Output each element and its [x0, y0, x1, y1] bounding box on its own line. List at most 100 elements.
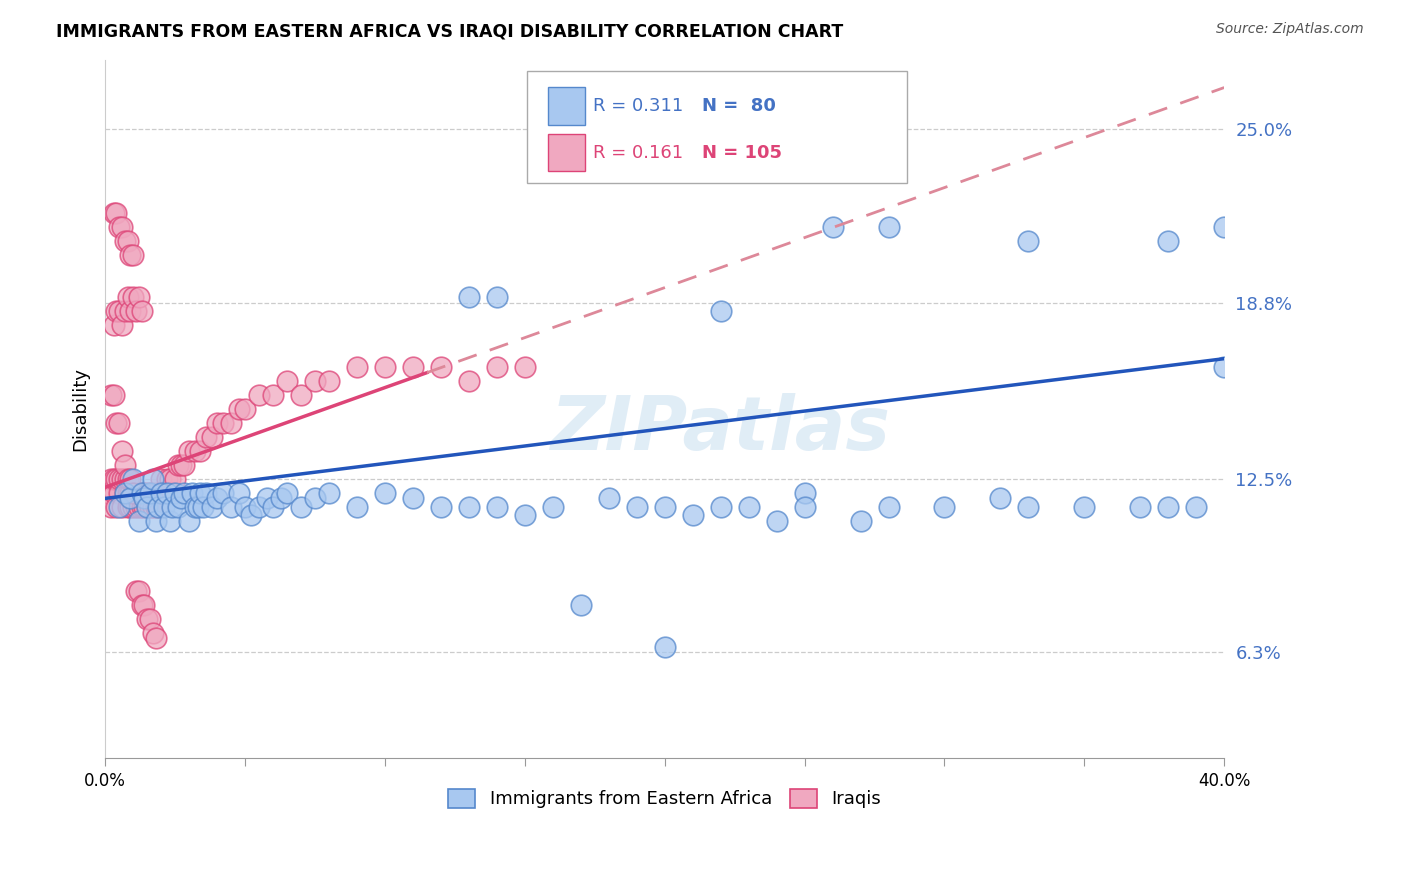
- Point: [165, 472, 187, 486]
- Point: [139, 611, 162, 625]
- Point: [737, 500, 759, 514]
- Point: [233, 401, 256, 416]
- Point: [159, 514, 181, 528]
- Point: [120, 304, 142, 318]
- Point: [142, 485, 165, 500]
- Point: [233, 500, 256, 514]
- Point: [430, 500, 453, 514]
- Text: N =  80: N = 80: [702, 97, 776, 115]
- Point: [173, 485, 195, 500]
- Point: [120, 491, 142, 506]
- Point: [131, 485, 153, 500]
- Point: [513, 508, 536, 523]
- Point: [111, 220, 134, 235]
- Point: [200, 500, 222, 514]
- Point: [125, 583, 148, 598]
- Point: [142, 472, 165, 486]
- Point: [111, 318, 134, 332]
- Point: [111, 472, 134, 486]
- Point: [290, 500, 312, 514]
- Point: [211, 416, 233, 430]
- Point: [165, 485, 187, 500]
- Point: [346, 359, 368, 374]
- Point: [105, 206, 128, 220]
- Point: [153, 500, 176, 514]
- Point: [181, 485, 204, 500]
- Point: [513, 359, 536, 374]
- Point: [105, 416, 128, 430]
- Point: [150, 485, 173, 500]
- Point: [131, 304, 153, 318]
- Point: [114, 304, 136, 318]
- Point: [219, 500, 242, 514]
- Point: [145, 631, 167, 645]
- Point: [262, 500, 284, 514]
- Point: [108, 500, 131, 514]
- Point: [108, 416, 131, 430]
- Point: [194, 485, 217, 500]
- Point: [150, 485, 173, 500]
- Point: [100, 500, 122, 514]
- Point: [122, 290, 145, 304]
- Point: [114, 472, 136, 486]
- Point: [125, 500, 148, 514]
- Point: [179, 443, 201, 458]
- Point: [111, 500, 134, 514]
- Point: [122, 485, 145, 500]
- Point: [710, 304, 733, 318]
- Point: [122, 472, 145, 486]
- Point: [1157, 500, 1180, 514]
- Text: R = 0.311: R = 0.311: [593, 97, 683, 115]
- Point: [120, 472, 142, 486]
- Point: [173, 458, 195, 472]
- Point: [654, 640, 676, 654]
- Point: [188, 443, 211, 458]
- Point: [128, 583, 150, 598]
- Point: [304, 374, 326, 388]
- Point: [262, 388, 284, 402]
- Point: [117, 485, 139, 500]
- Point: [117, 234, 139, 248]
- Text: N = 105: N = 105: [702, 144, 782, 161]
- Point: [184, 500, 207, 514]
- Point: [1129, 500, 1152, 514]
- Point: [188, 485, 211, 500]
- Point: [219, 416, 242, 430]
- Point: [211, 485, 233, 500]
- Point: [457, 374, 479, 388]
- Point: [103, 485, 125, 500]
- Point: [117, 290, 139, 304]
- Point: [374, 359, 396, 374]
- Point: [103, 472, 125, 486]
- Point: [125, 485, 148, 500]
- Point: [114, 485, 136, 500]
- Point: [105, 304, 128, 318]
- Point: [170, 458, 193, 472]
- Point: [108, 472, 131, 486]
- Point: [128, 485, 150, 500]
- Point: [108, 485, 131, 500]
- Point: [200, 430, 222, 444]
- Point: [793, 500, 815, 514]
- Point: [598, 491, 620, 506]
- Point: [122, 485, 145, 500]
- Point: [139, 485, 162, 500]
- Point: [114, 485, 136, 500]
- Point: [793, 485, 815, 500]
- Y-axis label: Disability: Disability: [72, 367, 89, 451]
- Point: [228, 401, 250, 416]
- Point: [142, 500, 165, 514]
- Point: [122, 500, 145, 514]
- Point: [128, 514, 150, 528]
- Point: [125, 304, 148, 318]
- Point: [148, 500, 170, 514]
- Point: [304, 491, 326, 506]
- Point: [108, 304, 131, 318]
- Point: [162, 500, 184, 514]
- Point: [402, 359, 425, 374]
- Point: [184, 443, 207, 458]
- Point: [159, 472, 181, 486]
- Point: [247, 500, 270, 514]
- Text: IMMIGRANTS FROM EASTERN AFRICA VS IRAQI DISABILITY CORRELATION CHART: IMMIGRANTS FROM EASTERN AFRICA VS IRAQI …: [56, 22, 844, 40]
- Point: [276, 374, 298, 388]
